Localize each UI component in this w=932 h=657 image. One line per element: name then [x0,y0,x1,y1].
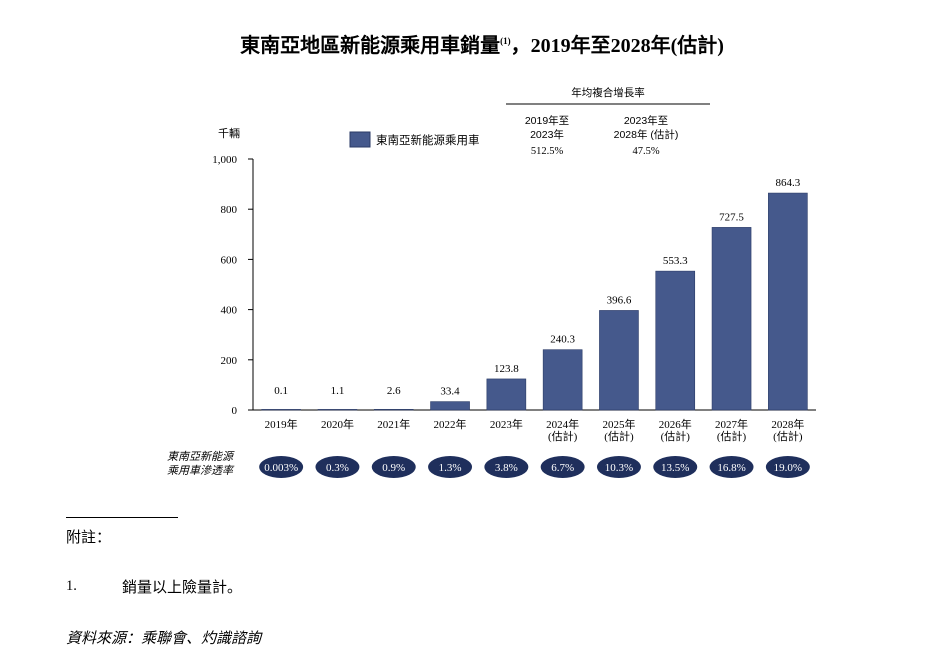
cagr-block: 年均複合增長率 2019年至 2023年 512.5% 2023年至 2028年… [506,86,710,157]
chart-title-main: 東南亞地區新能源乘用車銷量 [240,33,500,57]
note-number: 1. [66,578,77,594]
x-tick-label: 2028年 [771,417,804,431]
x-tick-label: 2025年 [602,417,635,431]
bar [711,227,752,411]
cagr-period-1-line-2: 2023年 [530,128,564,141]
penetration-value: 1.3% [439,462,462,474]
bar [486,378,527,411]
y-tick-label: 400 [221,305,238,317]
penetration-row: 0.003% 0.3% 0.9% 1.3% 3.8% 6.7% 10.3% 13.5% 16.8… [259,456,810,478]
penetration-label-line-1: 東南亞新能源 [167,450,235,463]
legend-label: 東南亞新能源乘用車 [376,133,480,147]
bar-value-label: 864.3 [775,177,800,189]
penetration-value: 3.8% [495,462,518,474]
bar [768,192,808,411]
bar-value-label: 553.3 [663,255,688,267]
bar-value-label: 2.6 [387,385,401,397]
x-tick-label: 2024年 [546,417,579,431]
penetration-pill [484,456,529,478]
penetration-value: 6.7% [551,462,574,474]
penetration-value: 0.9% [382,462,405,474]
penetration-value: 16.8% [717,462,745,474]
bar-value-label: 0.1 [274,385,288,397]
y-tick-label: 200 [221,355,238,367]
penetration-pill [259,456,304,478]
note-text: 銷量以上險量計。 [122,580,243,596]
penetration-value: 10.3% [605,462,633,474]
cagr-period-2-line-1: 2023年至 [624,114,668,127]
cagr-period-2-line-2: 2028年 (估計) [614,128,679,141]
chart-canvas: 東南亞地區新能源乘用車銷量(1)，2019年至2028年(估計) 千輛 東南亞新… [167,33,816,478]
bar [542,349,583,411]
bar-value-label: 396.6 [607,294,632,306]
chart-title: 東南亞地區新能源乘用車銷量(1)，2019年至2028年(估計) [240,33,724,57]
cagr-period-1-value: 512.5% [531,146,564,157]
x-tick-label: 2019年 [265,417,298,431]
penetration-value: 19.0% [774,462,802,474]
x-tick-label: (估計) [604,429,634,443]
y-tick-label: 800 [221,204,238,216]
chart-title-tail: ，2019年至2028年(估計) [511,33,724,57]
bars [261,192,808,411]
x-tick-label: (估計) [548,429,578,443]
x-tick-label: 2020年 [321,417,354,431]
y-axis-ticks: 0 200 400 600 800 1,000 [212,154,253,417]
penetration-pill [709,456,754,478]
bar [655,270,696,411]
penetration-pill [428,456,473,478]
bar [373,409,414,411]
penetration-pill [596,456,641,478]
data-labels: 0.1 1.1 2.6 33.4 123.8 240.3 396.6 553.3 727.5 86… [274,177,800,398]
bar [599,310,639,411]
bar-value-label: 123.8 [494,363,519,375]
y-axis-unit-label: 千輛 [218,126,240,140]
penetration-value: 0.3% [326,462,349,474]
x-tick-label: 2026年 [659,417,692,431]
cagr-period-2-value: 47.5% [632,146,659,157]
penetration-value: 13.5% [661,462,689,474]
legend-swatch [349,131,371,148]
bar [261,409,301,411]
bar-value-label: 33.4 [440,386,460,398]
penetration-pill [371,456,416,478]
penetration-value: 0.003% [264,462,298,474]
bar-value-label: 727.5 [719,211,744,223]
cagr-period-1-line-1: 2019年至 [525,114,569,127]
x-tick-label: (估計) [661,429,691,443]
y-tick-label: 1,000 [212,154,237,166]
x-tick-label: 2023年 [490,417,523,431]
x-tick-label: (估計) [717,429,747,443]
x-tick-label: 2022年 [434,417,467,431]
cagr-heading: 年均複合增長率 [571,86,645,99]
y-tick-label: 600 [221,254,238,266]
penetration-pill [540,456,585,478]
penetration-pill [315,456,360,478]
x-tick-label: (估計) [773,429,803,443]
bar-value-label: 240.3 [550,334,575,346]
bar-value-label: 1.1 [331,385,345,397]
y-tick-label: 0 [232,405,238,417]
penetration-pill [765,456,810,478]
penetration-pill [653,456,698,478]
bar [430,401,470,411]
chart-title-footnote-marker: (1) [500,36,511,46]
source-line: 資料來源：乘聯會、灼識諮詢 [66,631,262,647]
x-tick-label: 2027年 [715,417,748,431]
x-axis-ticks: 2019年 2020年 2021年 2022年 2023年 2024年(估計)2025年(… [265,417,805,443]
penetration-label-line-2: 乘用車滲透率 [167,464,235,477]
notes-heading: 附註： [66,530,112,546]
legend: 東南亞新能源乘用車 [349,131,480,148]
notes-divider [66,517,178,518]
x-tick-label: 2021年 [377,417,410,431]
bar [317,409,358,411]
